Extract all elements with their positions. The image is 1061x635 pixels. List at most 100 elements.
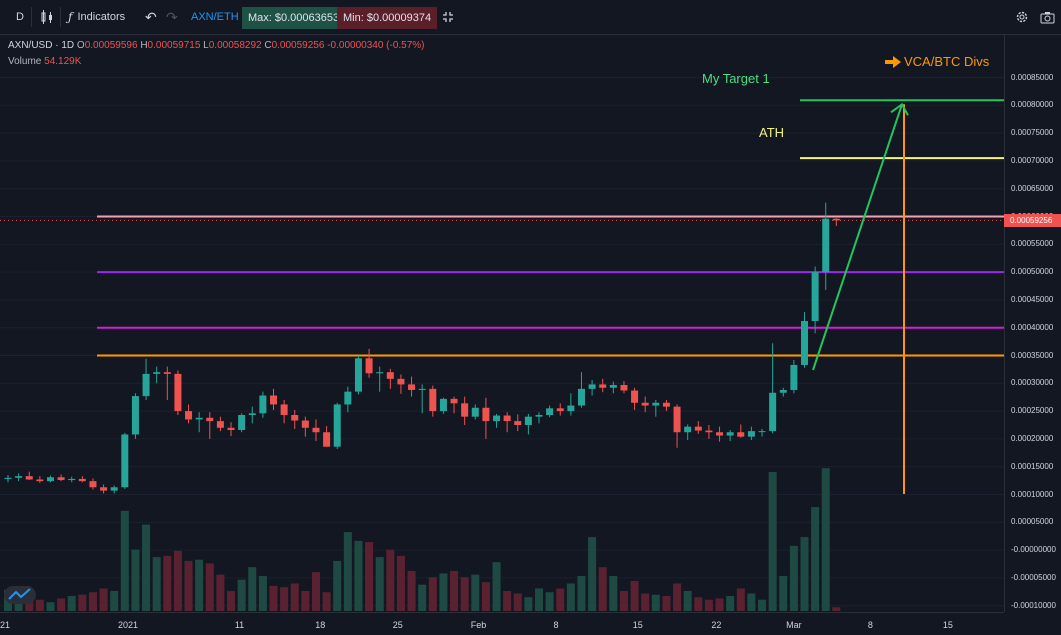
- price-tick: -0.00005000: [1011, 572, 1056, 582]
- price-tick: 0.00025000: [1011, 406, 1054, 416]
- legend-open: 0.00059596: [84, 40, 138, 51]
- compare-symbol-button[interactable]: AXN/ETH: [191, 11, 239, 23]
- price-tick: 0.00065000: [1011, 183, 1054, 193]
- indicators-button[interactable]: ƒ Indicators: [68, 0, 125, 34]
- candle-body: [726, 432, 734, 436]
- volume-bar: [736, 588, 745, 611]
- volume-bar: [301, 590, 310, 611]
- undo-icon[interactable]: ↶: [145, 8, 157, 25]
- toolbar-divider: [31, 7, 32, 27]
- candle-body: [333, 404, 341, 447]
- volume-bar: [280, 587, 289, 611]
- volume-bar: [683, 590, 692, 611]
- collapse-icon[interactable]: [442, 0, 454, 34]
- price-tick: 0.00015000: [1011, 461, 1054, 471]
- candle-body: [344, 391, 352, 405]
- volume-bar: [513, 593, 522, 611]
- time-tick: 18: [315, 620, 326, 630]
- volume-bar: [290, 583, 299, 611]
- volume-bar: [619, 590, 628, 611]
- volume-bar: [35, 599, 44, 611]
- candle-body: [747, 431, 755, 437]
- candle-body: [365, 358, 373, 374]
- time-tick: 25: [392, 620, 403, 630]
- volume-bar: [131, 549, 140, 611]
- candle-body: [588, 384, 596, 389]
- candle-body: [36, 479, 44, 482]
- interval-button[interactable]: D: [16, 11, 24, 23]
- candle-body: [216, 421, 224, 428]
- volume-bar: [492, 562, 501, 611]
- candle-body: [450, 398, 458, 404]
- volume-bar: [46, 602, 55, 611]
- price-tick: 0.00080000: [1011, 100, 1054, 110]
- candle-body: [779, 389, 787, 393]
- candle-body: [354, 358, 362, 392]
- volume-bar: [715, 598, 724, 611]
- candle-body: [206, 417, 214, 422]
- min-price-badge: Min: $0.00009374: [337, 7, 438, 29]
- volume-bar: [375, 557, 384, 611]
- volume-bar: [450, 570, 459, 611]
- volume-bar: [524, 597, 533, 611]
- price-axis[interactable]: 0.00085000 0.00080000 0.00075000 0.00070000…: [1004, 34, 1061, 612]
- volume-bar: [577, 575, 586, 611]
- candle-body: [4, 477, 12, 479]
- legend-high-key: H: [140, 40, 148, 51]
- price-tick: 0.00045000: [1011, 294, 1054, 304]
- volume-bar: [630, 580, 639, 611]
- candle-body: [25, 476, 33, 480]
- settings-icon[interactable]: [1015, 0, 1029, 34]
- legend-volume-key: Volume: [8, 56, 42, 67]
- volume-bar: [758, 599, 767, 611]
- trend-arrow-head: [890, 102, 909, 116]
- candle-body: [439, 398, 447, 412]
- toolbar-divider: [60, 7, 61, 27]
- volume-bar: [503, 590, 512, 611]
- candle-body: [131, 396, 139, 435]
- candle-body: [493, 415, 501, 422]
- price-tick: 0.00035000: [1011, 350, 1054, 360]
- candle-body: [684, 426, 692, 433]
- volume-bar: [248, 567, 257, 611]
- candle-body: [15, 476, 23, 478]
- camera-icon[interactable]: [1040, 0, 1055, 34]
- price-tick: 0.00085000: [1011, 72, 1054, 82]
- redo-icon[interactable]: ↷: [166, 8, 178, 25]
- candle-body: [694, 426, 702, 431]
- indicators-label: Indicators: [77, 11, 126, 23]
- volume-bar: [800, 537, 809, 611]
- time-tick: Feb: [470, 620, 487, 630]
- time-axis[interactable]: 21 2021 11 18 25 Feb 8 15 22 Mar 8 15: [0, 612, 1004, 635]
- top-toolbar: D ƒ Indicators ↶ ↷ AXN/ETH Max: $0.00063…: [0, 0, 1061, 35]
- legend-symbol[interactable]: AXN/USD · 1D: [8, 40, 75, 51]
- candle-body: [323, 432, 331, 447]
- price-tick: 0.00040000: [1011, 322, 1054, 332]
- candle-body: [185, 411, 193, 420]
- volume-bar: [365, 542, 374, 611]
- candle-body: [822, 218, 830, 273]
- price-chart[interactable]: [0, 34, 1004, 612]
- tradingview-logo: [4, 586, 36, 604]
- time-tick: 8: [867, 620, 873, 630]
- candle-body: [705, 430, 713, 433]
- candle-body: [174, 373, 182, 412]
- volume-bar: [120, 510, 129, 611]
- legend-high: 0.00059715: [147, 40, 201, 51]
- candles-icon[interactable]: [40, 0, 54, 34]
- candle-body: [397, 378, 405, 385]
- candle-body: [503, 415, 511, 422]
- volume-bar: [726, 595, 735, 611]
- volume-bar: [67, 595, 76, 611]
- candle-body: [142, 373, 150, 397]
- volume-bar: [88, 592, 97, 611]
- candle-body: [248, 413, 256, 415]
- price-tick: 0.00075000: [1011, 128, 1054, 138]
- volume-bar: [566, 583, 575, 611]
- candle-body: [514, 421, 522, 425]
- candle-body: [641, 402, 649, 406]
- candle-body: [68, 478, 76, 481]
- candle-body: [599, 384, 607, 388]
- candle-body: [100, 487, 108, 491]
- legend-low: 0.00058292: [208, 40, 262, 51]
